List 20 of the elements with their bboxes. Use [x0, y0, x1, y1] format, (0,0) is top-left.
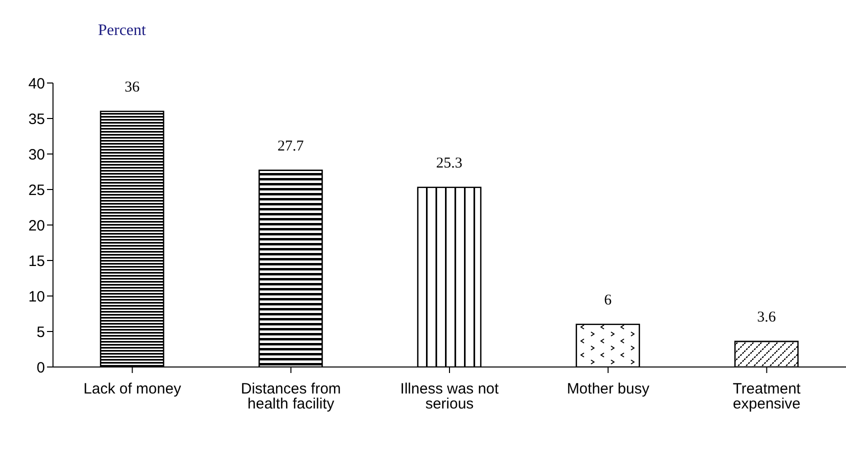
y-tick-label: 5: [36, 324, 45, 341]
y-tick-label: 20: [28, 217, 45, 234]
data-label: 36: [124, 79, 140, 96]
y-tick-label: 10: [28, 288, 45, 306]
data-label: 6: [604, 292, 612, 308]
x-tick-label: Distances from health facility: [240, 380, 341, 413]
y-tick-label: 25: [28, 182, 45, 199]
x-tick-label: Illness was not serious: [400, 380, 500, 413]
y-tick-label: 40: [28, 75, 45, 92]
data-label: 25.3: [436, 155, 462, 172]
data-label: 3.6: [757, 309, 776, 326]
y-tick-label: 0: [36, 359, 45, 376]
y-tick-label: 15: [28, 252, 45, 270]
x-tick-label: Treatment expensive: [732, 380, 802, 413]
x-tick-label: Lack of money: [84, 380, 182, 398]
data-label: 27.7: [278, 138, 304, 154]
y-axis-title: Percent: [98, 22, 146, 40]
x-tick-label: Mother busy: [566, 380, 650, 398]
y-tick-label: 30: [28, 146, 45, 164]
y-tick-label: 35: [28, 110, 45, 128]
